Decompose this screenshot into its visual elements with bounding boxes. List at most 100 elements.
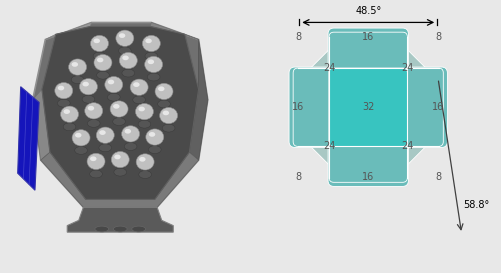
FancyBboxPatch shape — [328, 28, 408, 108]
Ellipse shape — [114, 155, 121, 159]
Ellipse shape — [145, 56, 163, 73]
Ellipse shape — [149, 132, 155, 137]
Ellipse shape — [148, 60, 154, 64]
Polygon shape — [67, 207, 173, 232]
Ellipse shape — [125, 129, 131, 133]
Ellipse shape — [80, 79, 97, 95]
Ellipse shape — [93, 52, 106, 60]
Ellipse shape — [114, 168, 127, 176]
FancyBboxPatch shape — [329, 32, 407, 182]
Ellipse shape — [90, 170, 102, 178]
Ellipse shape — [75, 146, 87, 154]
FancyBboxPatch shape — [289, 67, 369, 147]
Text: 16: 16 — [362, 32, 374, 42]
Ellipse shape — [147, 73, 160, 81]
Ellipse shape — [72, 130, 90, 146]
Ellipse shape — [119, 52, 137, 69]
Text: 32: 32 — [362, 102, 374, 112]
Ellipse shape — [94, 55, 112, 71]
Polygon shape — [18, 87, 39, 190]
Ellipse shape — [71, 76, 84, 84]
FancyBboxPatch shape — [293, 68, 443, 146]
Polygon shape — [42, 26, 198, 199]
Ellipse shape — [87, 153, 105, 170]
Ellipse shape — [122, 126, 140, 142]
Ellipse shape — [146, 129, 164, 145]
Ellipse shape — [58, 99, 70, 107]
Polygon shape — [45, 22, 92, 40]
Ellipse shape — [97, 71, 109, 79]
Ellipse shape — [136, 154, 154, 170]
Ellipse shape — [116, 30, 134, 46]
Ellipse shape — [138, 107, 145, 111]
Ellipse shape — [69, 59, 87, 75]
Polygon shape — [189, 40, 208, 160]
Ellipse shape — [95, 226, 109, 232]
Polygon shape — [33, 22, 208, 207]
Polygon shape — [150, 22, 198, 40]
Ellipse shape — [88, 106, 94, 111]
Text: 58.8°: 58.8° — [463, 200, 490, 210]
Ellipse shape — [96, 127, 114, 143]
Ellipse shape — [122, 69, 135, 77]
Text: 8: 8 — [295, 32, 301, 42]
Ellipse shape — [135, 103, 153, 120]
Text: 48.5°: 48.5° — [355, 6, 381, 16]
Ellipse shape — [119, 33, 125, 38]
Ellipse shape — [58, 86, 64, 90]
Ellipse shape — [113, 104, 120, 109]
Ellipse shape — [119, 47, 131, 55]
FancyBboxPatch shape — [328, 106, 408, 186]
Ellipse shape — [158, 100, 170, 108]
Ellipse shape — [148, 146, 161, 153]
Ellipse shape — [160, 107, 178, 124]
Text: 16: 16 — [362, 173, 374, 182]
Ellipse shape — [130, 79, 148, 95]
Ellipse shape — [85, 103, 103, 119]
Ellipse shape — [55, 82, 73, 99]
Ellipse shape — [133, 96, 145, 104]
Ellipse shape — [97, 58, 103, 62]
Ellipse shape — [107, 93, 120, 101]
Ellipse shape — [158, 87, 164, 91]
Ellipse shape — [133, 82, 140, 87]
Ellipse shape — [111, 152, 129, 168]
Ellipse shape — [145, 52, 158, 60]
Polygon shape — [300, 39, 437, 176]
Ellipse shape — [83, 82, 89, 87]
Text: 8: 8 — [435, 32, 441, 42]
Ellipse shape — [94, 38, 100, 43]
Ellipse shape — [138, 120, 151, 128]
Ellipse shape — [145, 38, 152, 43]
Ellipse shape — [90, 156, 97, 161]
Ellipse shape — [72, 62, 78, 67]
Ellipse shape — [124, 143, 137, 150]
Ellipse shape — [64, 109, 70, 114]
Polygon shape — [41, 152, 198, 207]
Ellipse shape — [99, 130, 106, 135]
Ellipse shape — [82, 95, 95, 103]
Ellipse shape — [132, 226, 146, 232]
Polygon shape — [33, 89, 50, 160]
Ellipse shape — [75, 133, 82, 138]
Ellipse shape — [113, 118, 125, 126]
FancyBboxPatch shape — [329, 68, 407, 146]
Ellipse shape — [87, 120, 100, 127]
FancyBboxPatch shape — [367, 67, 447, 147]
Text: 16: 16 — [432, 102, 444, 112]
Ellipse shape — [122, 55, 129, 60]
Ellipse shape — [91, 35, 109, 52]
Text: 24: 24 — [401, 141, 413, 151]
Ellipse shape — [108, 80, 114, 84]
Ellipse shape — [142, 35, 160, 52]
Text: 8: 8 — [435, 173, 441, 182]
Text: 16: 16 — [292, 102, 304, 112]
Text: 24: 24 — [401, 63, 413, 73]
Ellipse shape — [63, 123, 76, 131]
Ellipse shape — [113, 226, 127, 232]
Ellipse shape — [61, 106, 79, 122]
Ellipse shape — [163, 111, 169, 115]
Text: 24: 24 — [323, 63, 336, 73]
Ellipse shape — [105, 76, 123, 93]
Ellipse shape — [162, 124, 175, 132]
